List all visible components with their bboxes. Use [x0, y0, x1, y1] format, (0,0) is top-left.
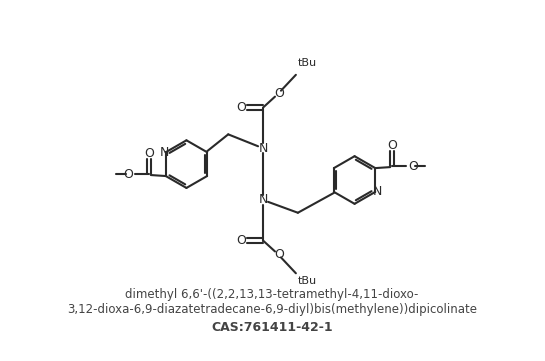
Text: tBu: tBu: [297, 276, 317, 286]
Text: N: N: [373, 186, 382, 199]
Text: O: O: [123, 168, 133, 180]
Text: O: O: [274, 87, 284, 100]
Text: O: O: [236, 234, 246, 247]
Text: O: O: [408, 160, 418, 173]
Text: O: O: [236, 101, 246, 114]
Text: 3,12-dioxa-6,9-diazatetradecane-6,9-diyl)bis(methylene))dipicolinate: 3,12-dioxa-6,9-diazatetradecane-6,9-diyl…: [67, 304, 477, 317]
Text: O: O: [387, 139, 397, 152]
Text: O: O: [144, 147, 154, 160]
Text: dimethyl 6,6'-((2,2,13,13-tetramethyl-4,11-dioxo-: dimethyl 6,6'-((2,2,13,13-tetramethyl-4,…: [125, 288, 419, 301]
Text: N: N: [258, 142, 268, 155]
Text: N: N: [160, 146, 169, 159]
Text: O: O: [274, 248, 284, 261]
Text: N: N: [258, 193, 268, 206]
Text: tBu: tBu: [297, 58, 317, 68]
Text: CAS:761411-42-1: CAS:761411-42-1: [211, 321, 333, 334]
